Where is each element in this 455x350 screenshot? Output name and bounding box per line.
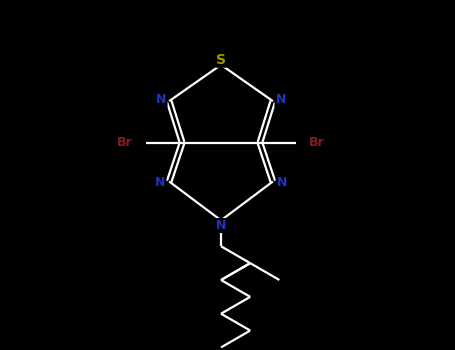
- Text: Br: Br: [117, 136, 133, 149]
- Text: Br: Br: [309, 136, 325, 149]
- Text: N: N: [275, 93, 286, 106]
- Text: N: N: [155, 176, 165, 189]
- Text: N: N: [277, 176, 287, 189]
- Text: S: S: [216, 52, 226, 66]
- Text: N: N: [216, 219, 226, 232]
- Text: N: N: [156, 93, 167, 106]
